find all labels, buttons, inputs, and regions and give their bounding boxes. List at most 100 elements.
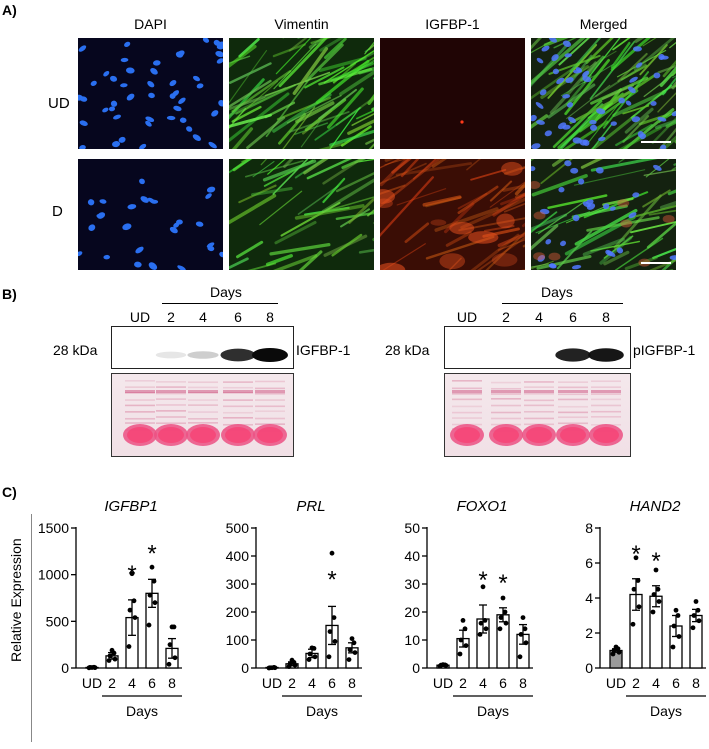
chart-title: FOXO1 (457, 498, 508, 515)
significance-star: * (147, 540, 156, 567)
data-point (691, 613, 697, 618)
y-tick-label: 4 (585, 590, 593, 606)
significance-star: * (327, 566, 336, 593)
y-tick-label: 6 (585, 555, 593, 571)
data-point (346, 657, 352, 662)
y-tick-label: 10 (404, 632, 420, 648)
data-point (269, 665, 275, 671)
y-tick-label: 40 (404, 548, 420, 564)
y-tick-label: 300 (226, 576, 250, 592)
data-point (132, 615, 138, 620)
data-point (126, 644, 132, 649)
data-point (329, 550, 335, 556)
y-tick-label: 0 (412, 660, 420, 676)
data-point (458, 637, 464, 643)
data-point (327, 629, 333, 634)
lane-label-right-1: 2 (502, 309, 510, 325)
column-header-merged: Merged (579, 16, 628, 32)
data-point (655, 586, 661, 592)
panel-a-letter: A) (2, 2, 17, 18)
bar-chart-foxo1: FOXO1 0 10 20 30 40 50 UD 2 * 4 * 6 8 Days (382, 493, 542, 748)
x-tick-label: 8 (168, 675, 176, 691)
lane-label-right-0: UD (456, 309, 478, 325)
column-header-igfbp1: IGFBP-1 (425, 16, 480, 32)
data-point (482, 618, 488, 623)
x-tick-label: 6 (328, 675, 336, 691)
data-point (613, 644, 619, 650)
data-point (693, 599, 699, 604)
data-point (653, 567, 659, 573)
data-point (523, 640, 529, 646)
chart-title: IGFBP1 (104, 498, 157, 515)
x-axis-label: Days (477, 703, 509, 719)
x-tick-label: 8 (692, 675, 700, 691)
y-tick-label: 400 (226, 548, 250, 564)
mw-label-left: 28 kDa (53, 342, 98, 358)
micrograph-dapi-ud (78, 38, 223, 149)
days-bracket-right (502, 303, 623, 304)
micrograph-vimentin-ud (229, 38, 374, 149)
data-point (457, 651, 463, 657)
data-point (503, 620, 509, 626)
y-tick-label: 0 (241, 660, 249, 676)
bar-chart-hand2: HAND2 0 2 4 6 8 UD * 2 * 4 6 8 Days (555, 493, 709, 748)
x-tick-label: 4 (479, 675, 487, 691)
column-header-vimentin: Vimentin (274, 16, 329, 32)
protein-label-igfbp1: IGFBP-1 (296, 342, 351, 358)
data-point (480, 584, 486, 590)
panel-c-letter: C) (2, 484, 17, 500)
y-tick-label: 1000 (38, 567, 69, 583)
y-tick-label: 0 (61, 660, 69, 676)
micrograph-igfbp1-ud (380, 38, 525, 149)
data-point (112, 656, 118, 662)
x-tick-label: UD (262, 675, 282, 691)
data-point (172, 655, 178, 661)
data-point (633, 555, 639, 561)
data-point (131, 598, 137, 604)
x-tick-label: 2 (632, 675, 640, 691)
y-tick-label: 200 (226, 604, 250, 620)
data-point (127, 607, 133, 613)
bar-chart-igfbp1: IGFBP1 0 500 1000 1500 UD 2 * 4 * 6 8 Days (31, 493, 191, 748)
significance-star: * (498, 570, 507, 597)
micrograph-merged-d (531, 159, 676, 270)
x-tick-label: 2 (108, 675, 116, 691)
ponceau-stain-right (444, 373, 631, 457)
lane-label-left-3: 6 (234, 309, 242, 325)
chart-title: HAND2 (630, 498, 682, 515)
micrograph-igfbp1-d (380, 159, 525, 270)
lane-label-left-0: UD (129, 309, 151, 325)
x-tick-label: 2 (459, 675, 467, 691)
data-point (306, 657, 312, 662)
data-point (287, 661, 293, 667)
data-point (675, 613, 681, 618)
data-point (651, 592, 657, 597)
column-header-dapi: DAPI (134, 16, 167, 32)
data-point (167, 642, 173, 648)
x-tick-label: 8 (519, 675, 527, 691)
data-point (146, 622, 152, 628)
days-label-left: Days (210, 284, 242, 300)
data-point (673, 607, 679, 613)
data-point (498, 615, 504, 620)
bar (689, 614, 703, 669)
data-point (326, 654, 332, 660)
y-tick-label: 0 (585, 660, 593, 676)
panel-b-letter: B) (2, 286, 17, 302)
data-point (630, 621, 636, 627)
y-axis-label: Relative Expression (8, 538, 24, 662)
data-point (289, 657, 295, 663)
data-point (351, 640, 357, 646)
days-bracket-left (162, 303, 278, 304)
data-point (463, 643, 469, 648)
ponceau-stain-left (111, 373, 294, 457)
data-point (440, 662, 446, 668)
significance-star: * (127, 561, 136, 588)
data-point (497, 626, 503, 632)
significance-star: * (478, 567, 487, 594)
data-point (107, 653, 113, 659)
data-point (502, 609, 508, 615)
band-left-2 (187, 351, 219, 359)
lane-label-left-1: 2 (167, 309, 175, 325)
row-label-d: D (52, 203, 63, 220)
